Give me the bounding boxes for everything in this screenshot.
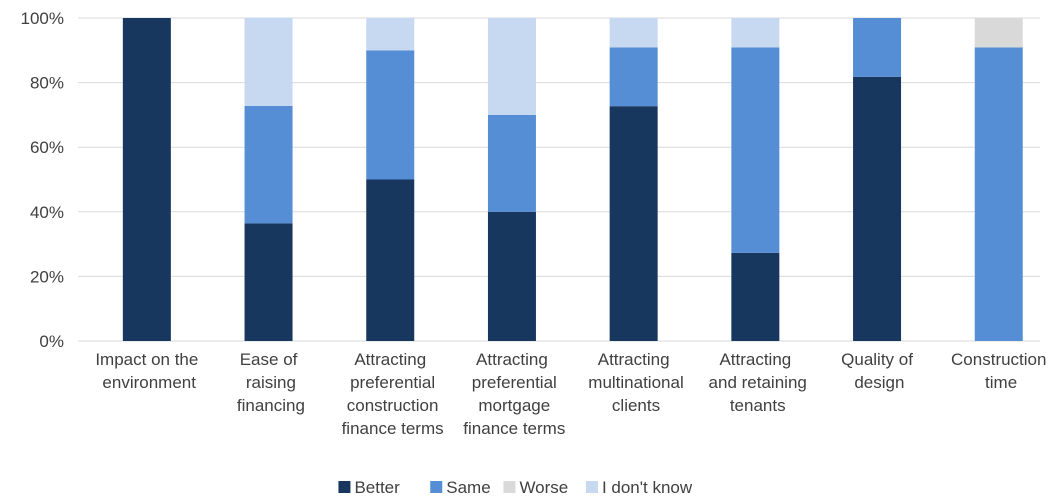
legend-label: Better bbox=[354, 478, 400, 496]
bar-segment bbox=[366, 179, 415, 341]
x-tick-label: Quality of design bbox=[841, 350, 913, 392]
y-tick-label: 0% bbox=[39, 332, 64, 351]
bar-segment bbox=[731, 252, 780, 341]
bar-segment bbox=[366, 50, 415, 180]
legend-swatch bbox=[585, 481, 598, 493]
x-tick-label: Ease of raising financing bbox=[232, 350, 305, 415]
x-tick-label: Construction time bbox=[951, 350, 1046, 392]
bar-segment bbox=[609, 47, 658, 107]
legend-label: I don't know bbox=[602, 478, 693, 496]
y-tick-label: 60% bbox=[30, 138, 64, 157]
legend-swatch bbox=[503, 481, 516, 493]
y-tick-label: 40% bbox=[30, 203, 64, 222]
legend-label: Same bbox=[446, 478, 490, 496]
y-tick-label: 100% bbox=[21, 9, 64, 28]
bar-segment bbox=[853, 76, 902, 341]
bar-segment bbox=[609, 18, 658, 48]
bar-segment bbox=[487, 114, 536, 212]
bar-segment bbox=[974, 18, 1023, 48]
legend-swatch bbox=[430, 481, 443, 493]
bar-segment bbox=[487, 18, 536, 115]
legend-label: Worse bbox=[519, 478, 568, 496]
x-tick-label: Impact on the environment bbox=[95, 350, 198, 392]
bar-segment bbox=[244, 105, 293, 224]
bar-segment bbox=[853, 18, 902, 77]
bar-segment bbox=[366, 18, 415, 51]
bar-segment bbox=[122, 18, 171, 341]
y-tick-label: 80% bbox=[30, 74, 64, 93]
bar-segment bbox=[731, 47, 780, 253]
bar-segment bbox=[244, 223, 293, 341]
x-tick-label: Attracting preferential mortgage finance… bbox=[459, 350, 566, 438]
x-tick-label: Attracting multinational clients bbox=[584, 350, 684, 415]
bar-segment bbox=[244, 17, 293, 106]
x-tick-label: Attracting and retaining tenants bbox=[704, 350, 807, 415]
legend-swatch bbox=[338, 481, 351, 493]
bar-segment bbox=[609, 106, 658, 341]
bar-segment bbox=[487, 211, 536, 341]
bar-segment bbox=[974, 47, 1023, 341]
y-tick-label: 20% bbox=[30, 267, 64, 286]
bar-segment bbox=[731, 18, 780, 48]
x-tick-label: Attracting preferential construction fin… bbox=[337, 350, 444, 438]
